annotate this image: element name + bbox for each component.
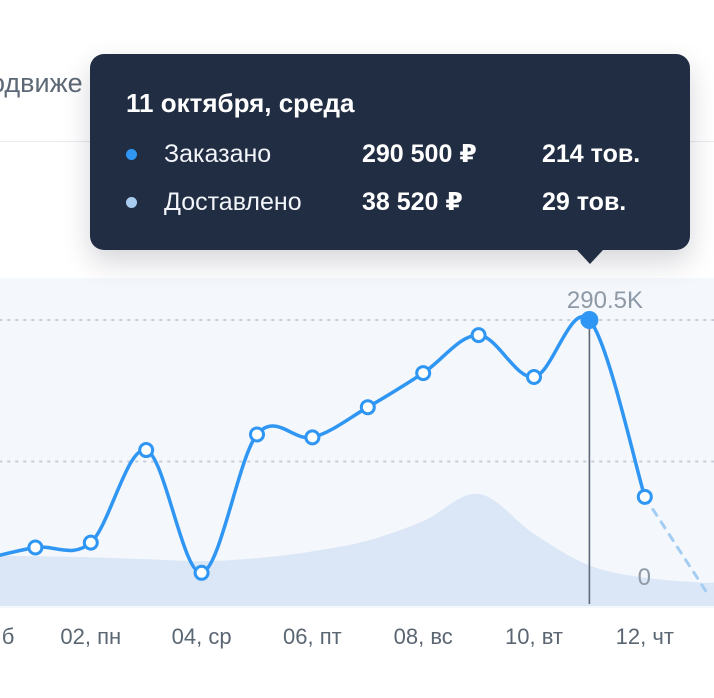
y-axis-label-zero: 0 [638,564,651,591]
data-point-marker[interactable] [27,539,44,556]
data-point-marker[interactable] [636,488,653,505]
y-axis-label-max: 290.5K [567,287,643,314]
x-axis-label: 04, ср [172,624,232,649]
tooltip-row-delivered: Доставлено 38 520 ₽ 29 тов. [126,186,654,218]
tooltip-arrow [577,250,603,264]
x-axis-label: 06, пт [283,624,342,649]
data-point-marker[interactable] [138,442,155,459]
x-axis-label: 02, пн [60,624,121,649]
x-axis-label: 12, чт [616,624,674,649]
data-point-marker[interactable] [359,399,376,416]
data-point-marker[interactable] [82,534,99,551]
delivered-amount: 38 520 ₽ [362,188,463,216]
data-point-marker[interactable] [415,365,432,382]
x-axis-label: 10, вт [505,624,563,649]
data-point-marker[interactable] [193,564,210,581]
delivered-label: Доставлено [164,187,302,216]
delivered-quantity: 29 тов. [542,187,627,216]
x-axis-label: б [2,624,15,649]
highlighted-data-point[interactable] [580,311,599,329]
nav-tab-promotion-partial[interactable]: одвиже [0,68,83,98]
ordered-series-dot-icon [126,148,137,160]
data-point-marker[interactable] [470,327,487,344]
chart-tooltip: 11 октября, среда Заказано 290 500 ₽ 214… [90,54,690,264]
ordered-quantity: 214 тов. [542,139,641,168]
ordered-amount: 290 500 ₽ [362,140,477,168]
tooltip-date-title: 11 октября, среда [126,88,355,118]
delivered-series-dot-icon [126,196,137,208]
data-point-marker[interactable] [249,426,265,443]
data-point-marker[interactable] [526,368,542,385]
delivered-area-series [0,493,714,606]
projection-line [643,495,708,593]
data-point-marker[interactable] [304,429,321,446]
x-axis-label: 08, вс [394,624,453,649]
tooltip-row-ordered: Заказано 290 500 ₽ 214 тов. [126,138,654,170]
ordered-label: Заказано [164,139,272,168]
